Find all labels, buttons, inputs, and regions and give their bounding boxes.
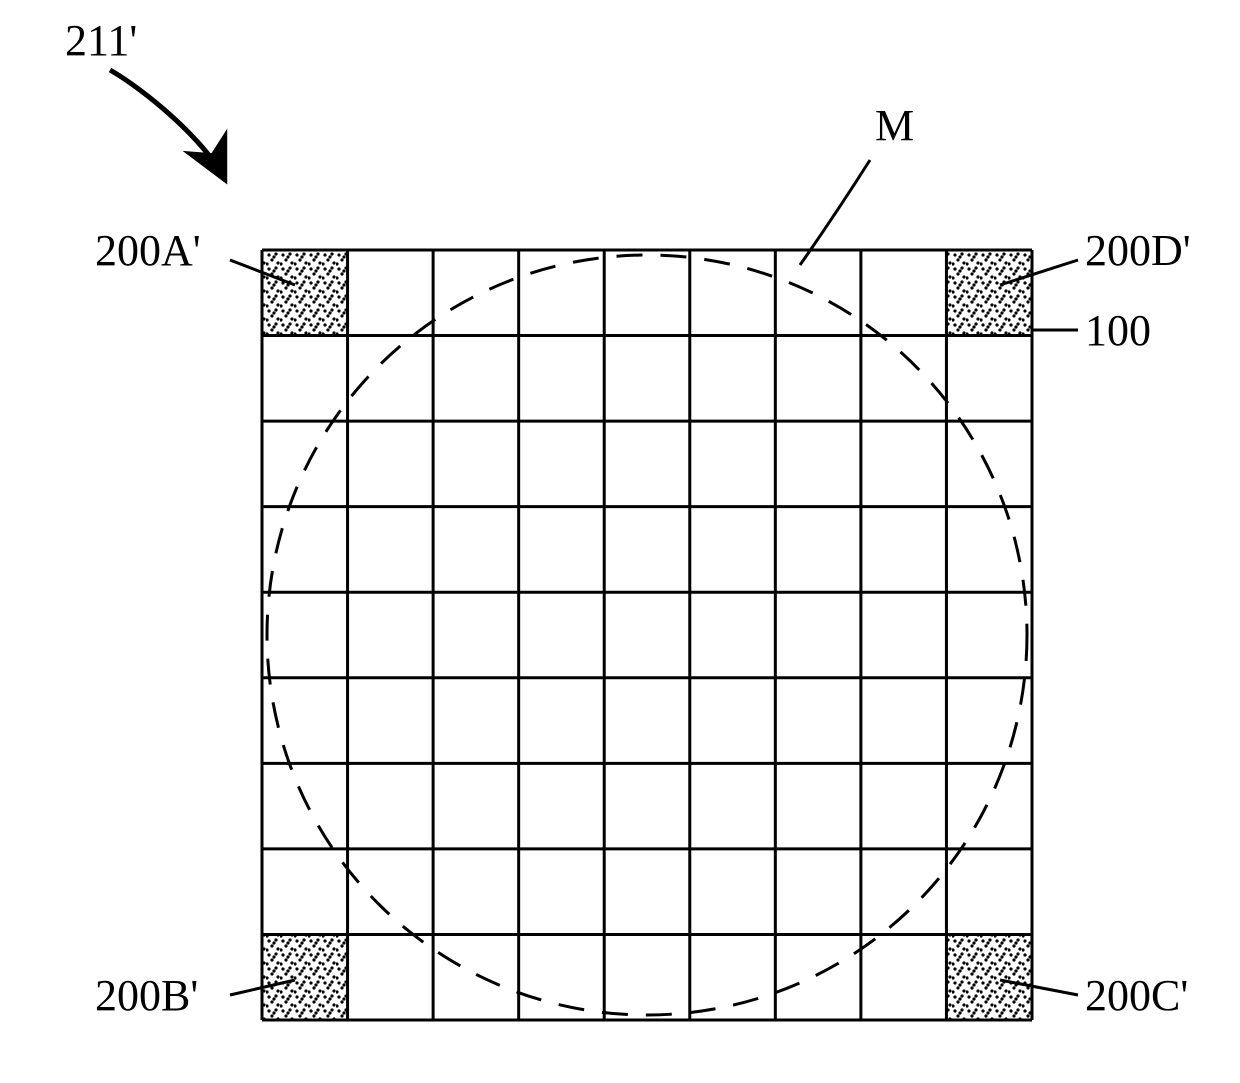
label-D100: 100 [1085,306,1151,355]
label-A: 200A' [95,226,201,275]
label-top_ref: 211' [65,16,137,65]
diagram-svg: 211' M 100 200A' 200B' 200C' 200D' [0,0,1240,1083]
ref-arrow [110,70,225,180]
label-D: 200D' [1085,226,1191,275]
corner-cell-2 [262,934,348,1020]
label-M: M [875,101,914,150]
corner-cell-0 [262,250,348,336]
corner-cell-3 [946,934,1032,1020]
label-B: 200B' [95,971,198,1020]
label-C: 200C' [1085,971,1188,1020]
corner-cell-1 [946,250,1032,336]
